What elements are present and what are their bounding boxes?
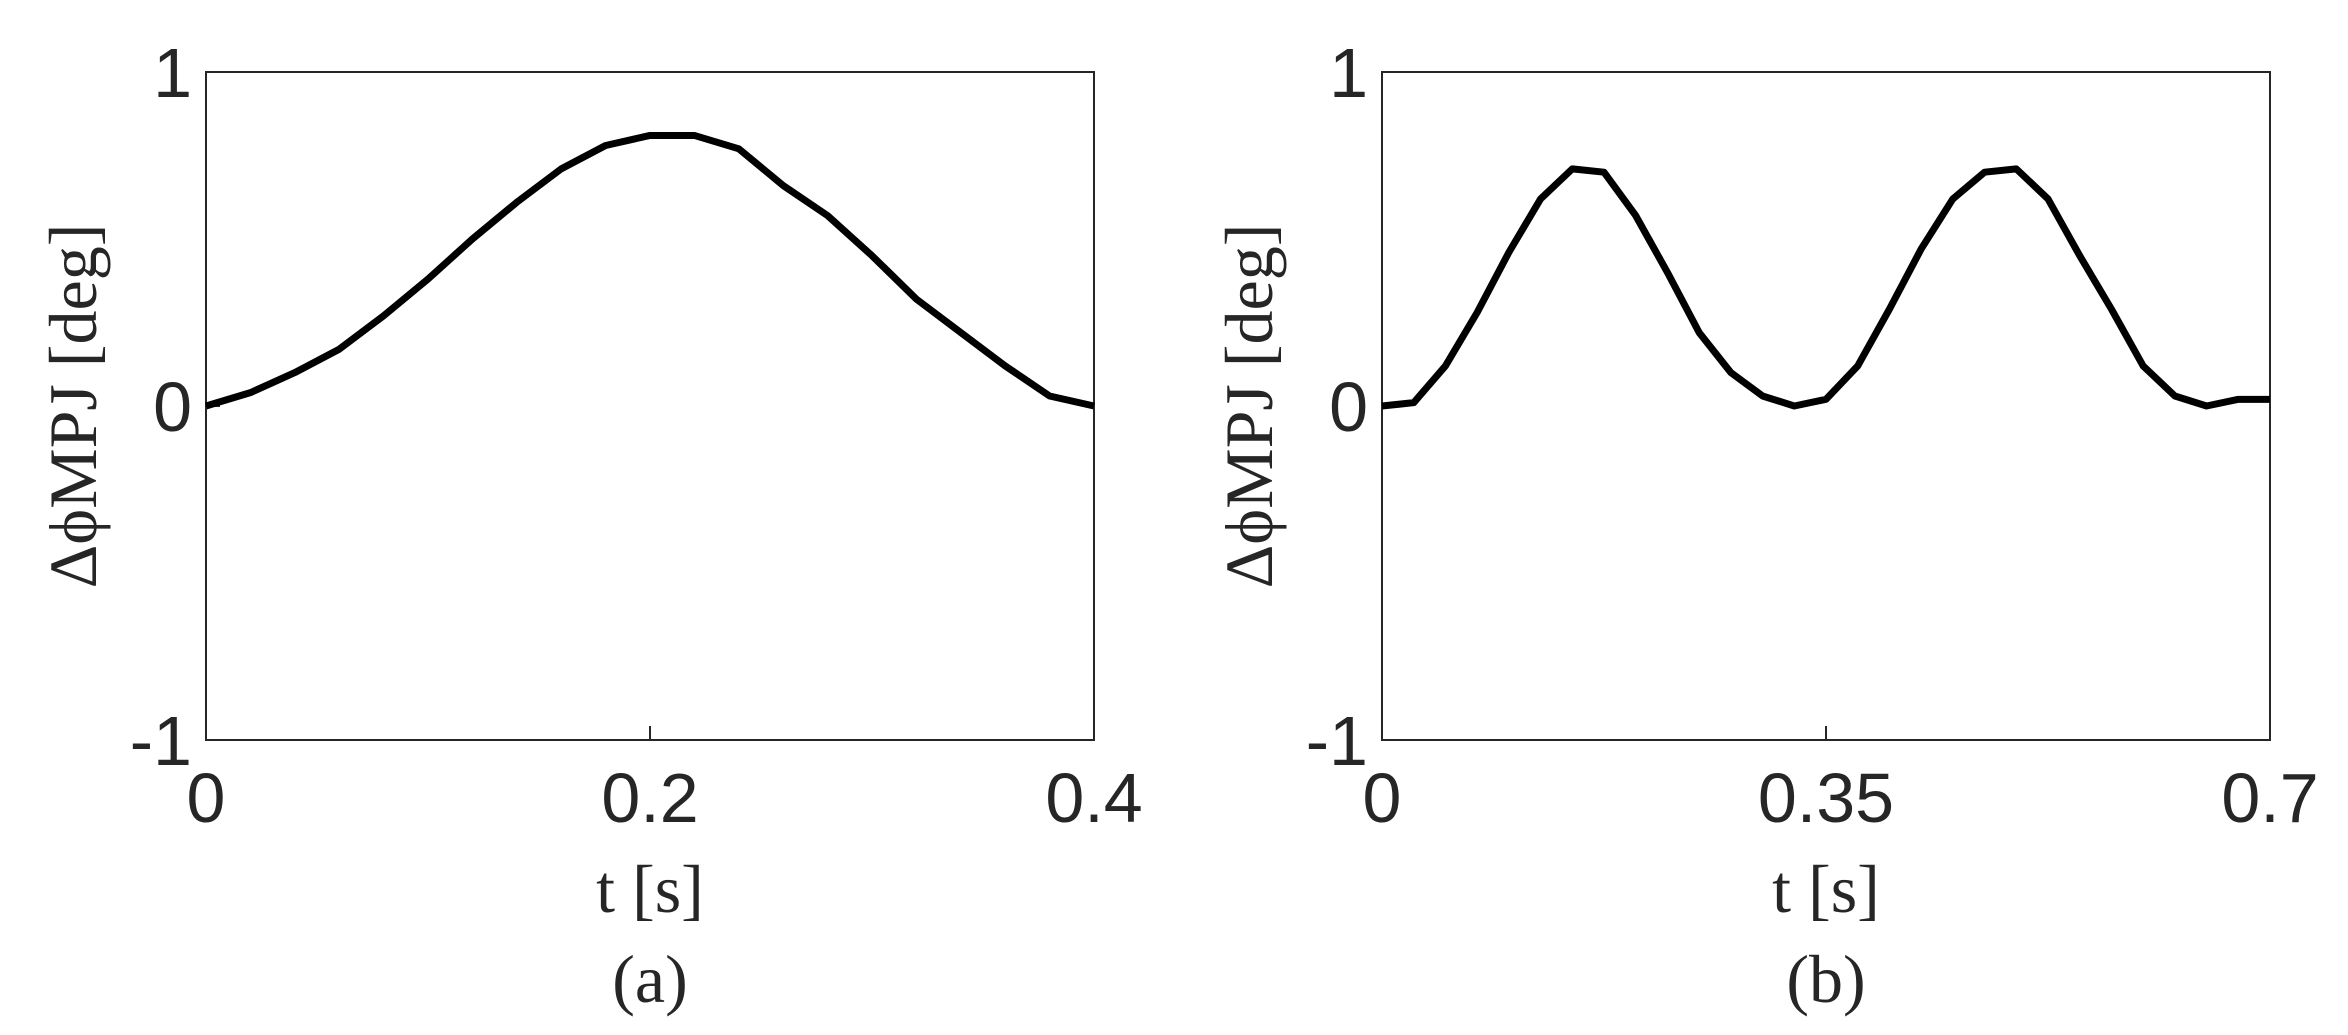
x-axis-label: t [s]	[596, 851, 704, 927]
caption: (b)	[1786, 941, 1865, 1017]
x-axis-label: t [s]	[1772, 851, 1880, 927]
y-tick-label: 1	[1329, 34, 1368, 112]
x-tick-label: 0.35	[1758, 759, 1894, 837]
plot-frame	[1381, 71, 2271, 741]
x-tick-label: 0	[187, 759, 226, 837]
y-tick-label: 1	[153, 34, 192, 112]
x-tick-label: 0.4	[1045, 759, 1142, 837]
y-axis-label: ΔϕMPJ [deg]	[1211, 224, 1287, 589]
y-axis-label: ΔϕMPJ [deg]	[35, 224, 111, 589]
y-tick-label: -1	[130, 702, 192, 780]
data-line	[1381, 165, 2270, 410]
y-tick-label: 0	[1329, 368, 1368, 446]
y-tick-label: 0	[153, 368, 192, 446]
data-line	[204, 131, 1095, 410]
x-tick-label: 0.7	[2221, 759, 2318, 837]
x-tick-label: 0	[1363, 759, 1402, 837]
caption: (a)	[612, 941, 687, 1017]
x-tick-label: 0.2	[601, 759, 698, 837]
plot-frame	[205, 71, 1095, 741]
y-tick-label: -1	[1306, 702, 1368, 780]
